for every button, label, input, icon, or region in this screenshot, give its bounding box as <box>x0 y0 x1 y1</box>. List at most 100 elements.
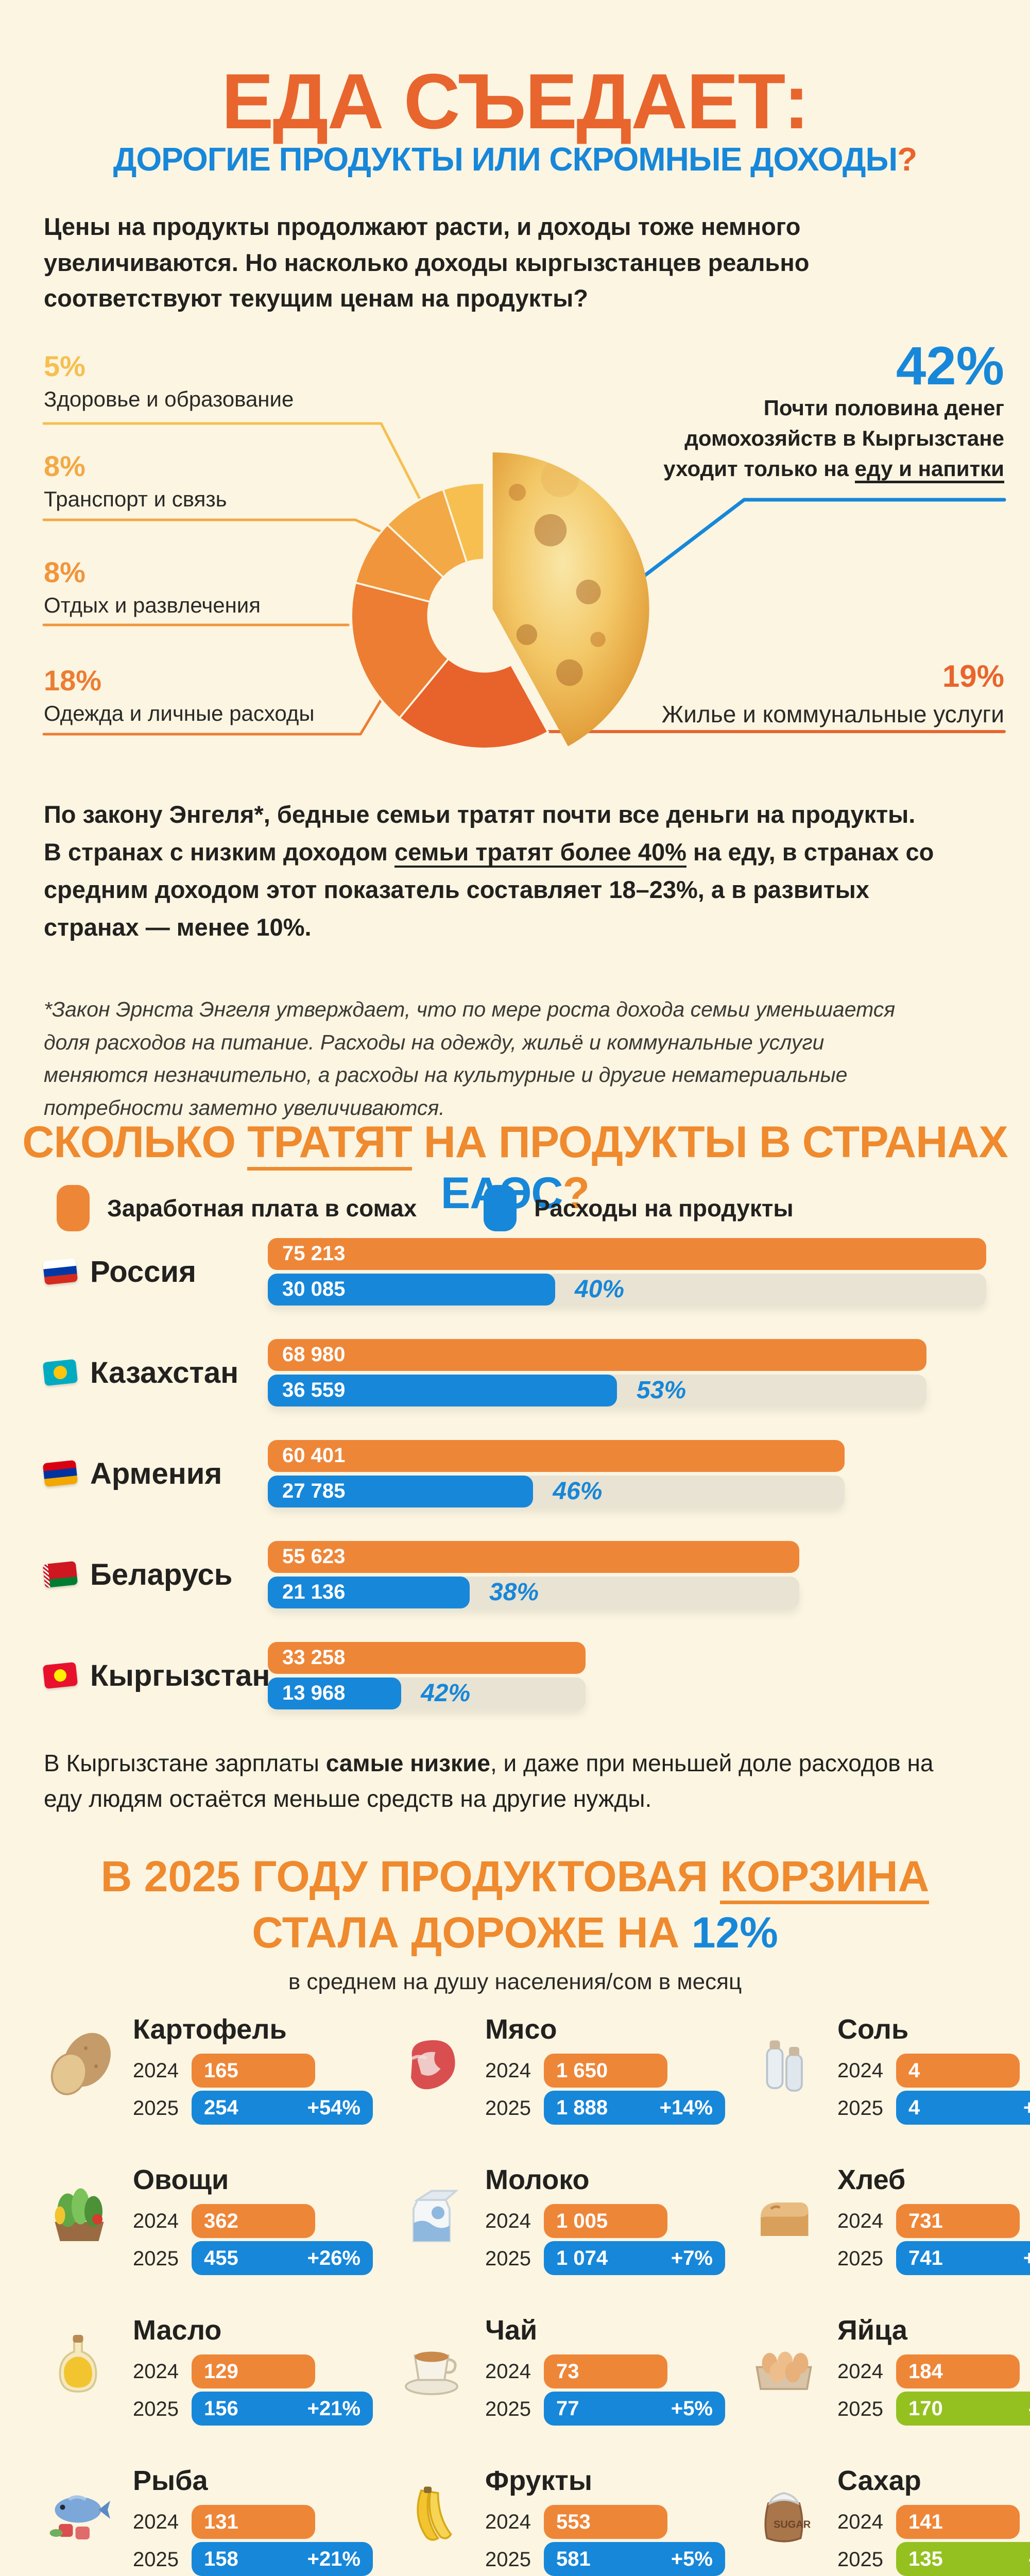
oil-image <box>36 2314 123 2417</box>
price-2025: 158 <box>204 2547 238 2570</box>
russia-flag-icon <box>42 1258 78 1285</box>
note-prefix: В Кыргызстане зарплаты <box>44 1750 326 1776</box>
food-bar-track: 30 085 40% <box>268 1273 986 1306</box>
price-2024-pill: 184 <box>896 2354 1020 2388</box>
health-label: Здоровье и образование <box>44 387 294 411</box>
year-2024-label: 2024 <box>837 2360 883 2383</box>
food-bar: 13 968 <box>268 1677 402 1709</box>
price-change: +14% <box>659 2096 713 2119</box>
eaes-question-mark: ? <box>562 1168 590 1218</box>
product-name: Фрукты <box>485 2465 592 2496</box>
callout-food-underline: еду и напитки <box>854 456 1004 483</box>
product-card-sugar: SUGAR Сахар 2024 141 2025 135 -4% <box>741 2465 1030 2576</box>
product-card-oil: Масло 2024 129 2025 156 +21% <box>36 2314 373 2436</box>
slice-clothes-18 <box>350 581 450 720</box>
product-card-milk: Молоко 2024 1 005 2025 1 074 +7% <box>388 2164 725 2285</box>
year-2025-label: 2025 <box>485 2397 531 2420</box>
year-2024-label: 2024 <box>837 2510 883 2533</box>
salary-bar: 60 401 <box>268 1439 845 1472</box>
year-2025-label: 2025 <box>133 2096 179 2120</box>
callout-line-3-prefix: уходит только на <box>663 456 855 481</box>
price-2024-pill: 165 <box>192 2054 315 2088</box>
subtitle-question-mark: ? <box>897 141 917 178</box>
salary-bar: 75 213 <box>268 1238 986 1270</box>
page-subtitle: ДОРОГИЕ ПРОДУКТЫ ИЛИ СКРОМНЫЕ ДОХОДЫ? <box>0 140 1030 178</box>
pie-label-transport: 8% Транспорт и связь <box>44 449 227 512</box>
year-2024-label: 2024 <box>485 2510 531 2533</box>
note-suffix: , и даже при меньшей доле расходов на ед… <box>44 1750 934 1812</box>
product-name: Яйца <box>837 2315 907 2346</box>
product-name: Молоко <box>485 2164 590 2195</box>
food-callout: 42% Почти половина денег домохозяйств в … <box>663 339 1004 484</box>
price-change: +21% <box>307 2397 360 2420</box>
food-share-percent: 40% <box>575 1276 625 1303</box>
svg-text:SUGAR: SUGAR <box>774 2519 811 2531</box>
price-2025-pill: 741 +1% <box>896 2241 1030 2275</box>
price-change: +7% <box>671 2246 713 2269</box>
kyrgyzstan-flag-icon <box>42 1662 78 1689</box>
engel-text-prefix: По закону Энгеля*, бедные семьи тратят п… <box>44 801 916 866</box>
eaes-country-bars: Россия 75 213 30 085 40% Казахстан 68 980… <box>42 1238 986 1742</box>
price-2025-pill: 1 888 +14% <box>544 2091 725 2125</box>
food-bar-track: 13 968 42% <box>268 1677 586 1709</box>
price-2025-pill: 170 -8% <box>896 2392 1030 2426</box>
country-row-belarus: Беларусь 55 623 21 136 38% <box>42 1540 986 1608</box>
pie-label-health: 5% Здоровье и образование <box>44 349 294 412</box>
food-value: 36 559 <box>282 1379 346 1401</box>
product-name: Масло <box>133 2315 222 2346</box>
price-2024-pill: 362 <box>192 2204 315 2238</box>
eaes-section-title: СКОЛЬКО ТРАТЯТ НА ПРОДУКТЫ В СТРАНАХ ЕАЭ… <box>0 1117 1030 1219</box>
food-bar-track: 21 136 38% <box>268 1576 799 1608</box>
year-2025-label: 2025 <box>133 2247 179 2270</box>
eggs-image <box>741 2314 827 2417</box>
product-card-potato: Картофель 2024 165 2025 254 +54% <box>36 2013 373 2135</box>
price-2024: 553 <box>556 2510 591 2533</box>
housing-label: Жилье и коммунальные услуги <box>661 701 1004 727</box>
year-2025-label: 2025 <box>837 2397 883 2420</box>
product-name: Хлеб <box>837 2164 906 2195</box>
food-value: 21 136 <box>282 1581 346 1603</box>
price-2024: 362 <box>204 2209 238 2232</box>
year-2024-label: 2024 <box>133 2209 179 2232</box>
housing-percent: 19% <box>942 659 1004 693</box>
sugar-image: SUGAR <box>741 2465 827 2568</box>
salary-bar: 55 623 <box>268 1540 799 1573</box>
price-2024: 4 <box>908 2059 920 2082</box>
salary-section-title: В 2025 ГОДУ СРЕДНЯЯ ЗАРАБОТНАЯ ПЛАТА ВЫР… <box>0 2573 1030 2576</box>
slice-food-42-bread-image <box>492 452 649 747</box>
price-2024-pill: 553 <box>544 2505 667 2539</box>
price-change: +1% <box>1023 2246 1030 2269</box>
price-change: +54% <box>307 2096 360 2119</box>
food-bar: 36 559 <box>268 1374 617 1406</box>
price-2025: 170 <box>908 2397 943 2420</box>
price-2025-pill: 135 -4% <box>896 2542 1030 2576</box>
price-2025: 1 074 <box>556 2246 608 2269</box>
food-legend-label: Расходы на продукты <box>534 1195 794 1222</box>
year-2024-label: 2024 <box>133 2360 179 2383</box>
country-name: Армения <box>90 1456 222 1490</box>
product-name: Сахар <box>837 2465 921 2496</box>
year-2025-label: 2025 <box>485 2096 531 2120</box>
price-change: +4% <box>1023 2096 1030 2119</box>
slice-housing-19 <box>398 657 550 750</box>
price-2025: 77 <box>556 2397 579 2420</box>
price-change: -4% <box>1028 2548 1030 2571</box>
expenses-donut-chart <box>350 452 649 750</box>
price-2024-pill: 4 <box>896 2054 1020 2088</box>
salary-legend-label: Заработная плата в сомах <box>107 1195 417 1222</box>
clothes-label: Одежда и личные расходы <box>44 701 315 725</box>
product-card-fruits: Фрукты 2024 553 2025 581 +5% <box>388 2465 725 2576</box>
pie-label-clothes: 18% Одежда и личные расходы <box>44 664 315 726</box>
food-bar-track: 36 559 53% <box>268 1374 927 1406</box>
country-row-russia: Россия 75 213 30 085 40% <box>42 1238 986 1306</box>
price-2025: 455 <box>204 2246 238 2269</box>
legend-food: Расходы на продукты <box>484 1185 794 1231</box>
product-card-meat: Мясо 2024 1 650 2025 1 888 +14% <box>388 2013 725 2135</box>
price-2025: 1 888 <box>556 2096 608 2119</box>
engel-law-paragraph: По закону Энгеля*, бедные семьи тратят п… <box>44 796 940 946</box>
price-2024: 73 <box>556 2360 579 2383</box>
belarus-flag-icon <box>42 1561 78 1588</box>
fish-image <box>36 2465 123 2568</box>
year-2024-label: 2024 <box>485 2059 531 2082</box>
